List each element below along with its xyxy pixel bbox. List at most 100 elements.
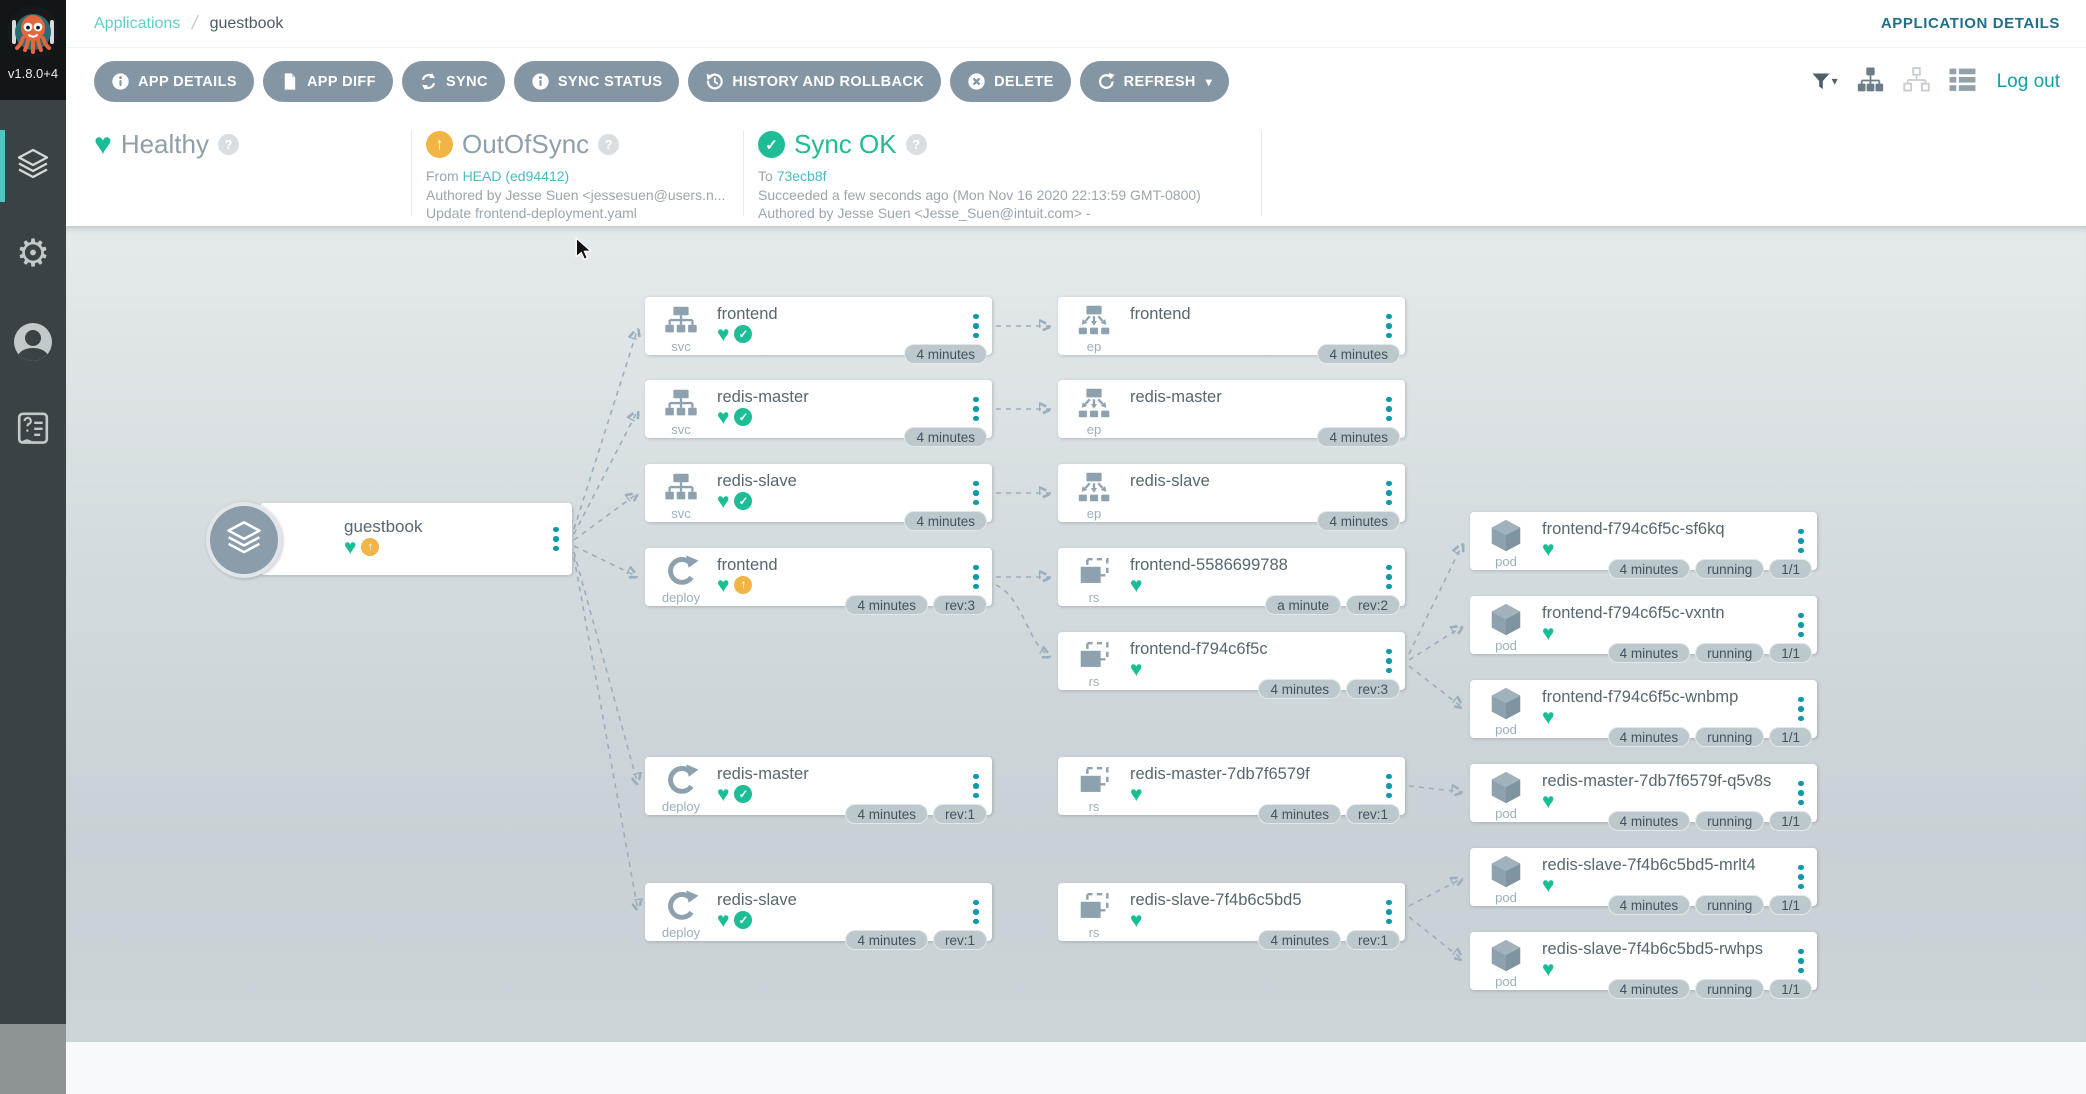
node-menu-button[interactable] (1785, 596, 1817, 654)
node-card-pod-frontend-wnbmp[interactable]: pod frontend-f794c6f5c-wnbmp ♥ 4 minutes… (1470, 680, 1817, 747)
node-name: redis-slave-7f4b6c5bd5-rwhps (1542, 940, 1764, 958)
sidebar-item-applications[interactable] (0, 122, 66, 210)
node-card-rs-frontend-f794c6f5c[interactable]: rs frontend-f794c6f5c ♥ 4 minutes rev:3 (1058, 632, 1405, 699)
node-card-svc-redis-master[interactable]: svc redis-master ♥ ✓ 4 minutes (645, 380, 992, 447)
help-icon[interactable]: ? (217, 134, 239, 155)
list-view-icon (1949, 67, 1976, 92)
network-view-button[interactable] (1903, 67, 1930, 97)
tree-view-button[interactable] (1857, 67, 1884, 97)
healthy-heart-icon: ♥ (1542, 705, 1555, 729)
deployment-icon (662, 553, 700, 591)
node-card-deploy-redis-slave[interactable]: deploy redis-slave ♥ ✓ 4 minutes rev:1 (645, 883, 992, 950)
sidebar-item-settings[interactable]: ⚙ (0, 210, 66, 298)
node-menu-button[interactable] (960, 297, 992, 355)
x-circle-icon (967, 72, 986, 91)
node-menu-button[interactable] (960, 380, 992, 438)
node-card-deploy-frontend[interactable]: deploy frontend ♥ ↑ 4 minutes rev:3 (645, 548, 992, 615)
sidebar-item-help[interactable] (0, 386, 66, 474)
app-diff-button[interactable]: APP DIFF (262, 61, 393, 102)
sidebar: v1.8.0+4 ⚙ (0, 0, 66, 1094)
node-name: frontend (1130, 305, 1191, 323)
node-menu-button[interactable] (1373, 464, 1405, 522)
ready-badge: 1/1 (1769, 895, 1812, 915)
outofsync-arrow-icon: ↑ (426, 131, 453, 158)
node-kind-label: deploy (661, 925, 701, 940)
rev-badge: rev:1 (1345, 804, 1400, 824)
node-menu-button[interactable] (1373, 632, 1405, 690)
logout-link[interactable]: Log out (1996, 70, 2060, 92)
node-menu-button[interactable] (960, 757, 992, 815)
synced-revision-link[interactable]: 73ecb8f (776, 168, 827, 184)
pod-cube-icon (1487, 937, 1525, 975)
resource-tree-canvas[interactable]: guestbook ♥ ↑ svc frontend ♥ ✓ 4 minutes … (66, 226, 2086, 1042)
age-badge: 4 minutes (1258, 679, 1341, 699)
node-kind-label: rs (1088, 799, 1100, 814)
node-menu-button[interactable] (1785, 512, 1817, 570)
node-menu-button[interactable] (1785, 680, 1817, 738)
page-bottom (66, 1042, 2086, 1094)
filter-button[interactable]: ▾ (1812, 73, 1838, 90)
node-menu-button[interactable] (1373, 297, 1405, 355)
node-menu-button[interactable] (1373, 548, 1405, 606)
node-menu-button[interactable] (1373, 883, 1405, 941)
node-name: guestbook (344, 517, 423, 536)
node-menu-button[interactable] (1373, 380, 1405, 438)
list-view-button[interactable] (1949, 67, 1976, 97)
help-icon[interactable]: ? (598, 134, 620, 155)
age-badge: 4 minutes (1317, 427, 1400, 447)
node-menu-button[interactable] (1785, 848, 1817, 906)
node-name: frontend-5586699788 (1130, 556, 1288, 574)
node-menu-button[interactable] (1373, 757, 1405, 815)
node-card-rs-redis-master[interactable]: rs redis-master-7db7f6579f ♥ 4 minutes re… (1058, 757, 1405, 824)
sync-status-button[interactable]: SYNC STATUS (513, 61, 680, 102)
rev-badge: rev:3 (932, 595, 987, 615)
endpoint-icon (1075, 385, 1113, 423)
help-icon[interactable]: ? (905, 134, 927, 155)
node-card-pod-redis-slave-rwhps[interactable]: pod redis-slave-7f4b6c5bd5-rwhps ♥ 4 min… (1470, 932, 1817, 999)
node-card-pod-redis-master-q5v8s[interactable]: pod redis-master-7db7f6579f-q5v8s ♥ 4 mi… (1470, 764, 1817, 831)
node-card-rs-redis-slave[interactable]: rs redis-slave-7f4b6c5bd5 ♥ 4 minutes rev… (1058, 883, 1405, 950)
node-card-guestbook[interactable]: guestbook ♥ ↑ (260, 503, 572, 575)
application-details-link[interactable]: APPLICATION DETAILS (1880, 15, 2060, 32)
delete-button[interactable]: DELETE (950, 61, 1071, 102)
deployment-icon (662, 762, 700, 800)
node-menu-button[interactable] (960, 548, 992, 606)
node-card-ep-redis-master[interactable]: ep redis-master 4 minutes (1058, 380, 1405, 447)
replicaset-icon (1075, 637, 1113, 675)
healthy-heart-icon: ♥ (717, 573, 730, 597)
node-name: redis-master-7db7f6579f (1130, 765, 1310, 783)
application-root-icon[interactable] (206, 502, 282, 578)
node-card-pod-redis-slave-mrlt4[interactable]: pod redis-slave-7f4b6c5bd5-mrlt4 ♥ 4 min… (1470, 848, 1817, 915)
breadcrumb-applications[interactable]: Applications (94, 14, 181, 32)
node-card-ep-redis-slave[interactable]: ep redis-slave 4 minutes (1058, 464, 1405, 531)
node-menu-button[interactable] (960, 883, 992, 941)
replicaset-icon (1075, 553, 1113, 591)
history-rollback-button[interactable]: HISTORY AND ROLLBACK (688, 61, 942, 102)
sync-button[interactable]: SYNC (401, 61, 505, 102)
node-menu-button[interactable] (1785, 764, 1817, 822)
node-card-svc-redis-slave[interactable]: svc redis-slave ♥ ✓ 4 minutes (645, 464, 992, 531)
node-card-ep-frontend[interactable]: ep frontend 4 minutes (1058, 297, 1405, 364)
node-card-rs-frontend-5586699788[interactable]: rs frontend-5586699788 ♥ a minute rev:2 (1058, 548, 1405, 615)
head-revision-link[interactable]: HEAD (ed94412) (462, 168, 570, 184)
node-card-deploy-redis-master[interactable]: deploy redis-master ♥ ✓ 4 minutes rev:1 (645, 757, 992, 824)
sidebar-item-user[interactable] (0, 298, 66, 386)
app-logo[interactable]: v1.8.0+4 (0, 0, 66, 100)
app-details-button[interactable]: APP DETAILS (94, 61, 254, 102)
node-card-svc-frontend[interactable]: svc frontend ♥ ✓ 4 minutes (645, 297, 992, 364)
service-icon (662, 385, 700, 423)
node-card-pod-frontend-vxntn[interactable]: pod frontend-f794c6f5c-vxntn ♥ 4 minutes… (1470, 596, 1817, 663)
node-kind-label: pod (1495, 554, 1517, 569)
node-menu-button[interactable] (960, 464, 992, 522)
node-menu-button[interactable] (1785, 932, 1817, 990)
node-menu-button[interactable] (540, 503, 572, 575)
node-card-pod-frontend-sf6kq[interactable]: pod frontend-f794c6f5c-sf6kq ♥ 4 minutes… (1470, 512, 1817, 579)
node-name: redis-master (717, 388, 809, 406)
refresh-button[interactable]: REFRESH ▾ (1079, 61, 1230, 102)
tree-view-icon (1857, 67, 1884, 92)
app-version: v1.8.0+4 (7, 66, 59, 81)
service-icon (662, 469, 700, 507)
phase-badge: running (1695, 559, 1765, 579)
top-bar: Applications / guestbook APPLICATION DET… (66, 0, 2086, 48)
chevron-down-icon: ▾ (1831, 74, 1838, 88)
